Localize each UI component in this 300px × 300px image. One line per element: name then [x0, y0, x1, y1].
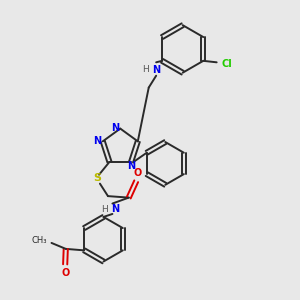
Text: N: N [93, 136, 101, 146]
Text: Cl: Cl [221, 59, 232, 69]
Text: S: S [94, 173, 102, 183]
Text: N: N [111, 123, 119, 133]
Text: CH₃: CH₃ [32, 236, 47, 245]
Text: H: H [142, 65, 149, 74]
Text: N: N [111, 205, 119, 214]
Text: N: N [127, 161, 135, 171]
Text: O: O [61, 268, 70, 278]
Text: H: H [102, 205, 108, 214]
Text: N: N [152, 65, 160, 75]
Text: O: O [134, 168, 142, 178]
